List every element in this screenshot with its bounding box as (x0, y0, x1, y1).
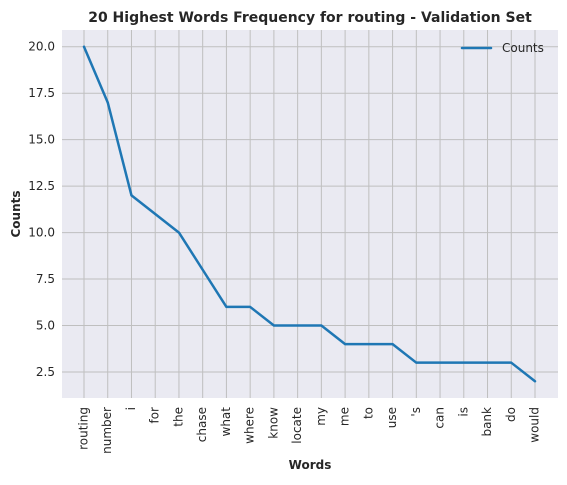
counts-series-line (82, 45, 537, 383)
x-tick-label: where (243, 407, 257, 444)
x-tick-label: me (338, 407, 352, 426)
grid (62, 30, 558, 398)
y-tick-label: 15.0 (28, 133, 55, 147)
y-tick-label: 17.5 (28, 86, 55, 100)
y-tick-label: 7.5 (36, 272, 55, 286)
x-tick-label: know (266, 407, 280, 439)
x-tick-label: number (100, 407, 114, 454)
counts-data-point (320, 324, 323, 327)
x-tick-label: my (314, 407, 328, 426)
y-tick-label: 12.5 (28, 179, 55, 193)
counts-data-point (486, 361, 489, 364)
x-tick-label: the (171, 407, 185, 427)
x-tick-label: chase (195, 407, 209, 442)
plot-area (62, 30, 558, 398)
x-tick-label: i (124, 407, 138, 410)
counts-data-point (249, 306, 251, 308)
x-tick-label: 's (409, 407, 423, 417)
counts-data-point (296, 324, 299, 327)
counts-data-point (344, 343, 346, 345)
chart-title: 20 Highest Words Frequency for routing -… (88, 10, 532, 26)
counts-data-point (154, 213, 157, 215)
x-tick-label: can (433, 407, 447, 429)
counts-data-point (106, 101, 109, 104)
x-tick-label: use (385, 407, 399, 428)
x-tick-label: do (504, 407, 518, 422)
counts-data-point (201, 268, 204, 271)
counts-data-point (83, 45, 85, 48)
y-tick-label: 2.5 (36, 365, 55, 379)
y-tick-label: 5.0 (36, 319, 55, 333)
x-tick-label: would (528, 407, 542, 443)
x-tick-label: for (148, 407, 162, 424)
y-axis-label: Counts (9, 190, 23, 237)
counts-data-point (510, 361, 513, 364)
y-tick-label: 10.0 (28, 226, 55, 240)
counts-data-point (178, 231, 180, 234)
axes: routing number i for the chase what where know lo… (28, 40, 541, 454)
x-tick-label: what (219, 407, 233, 437)
x-tick-label: routing (77, 407, 91, 450)
counts-data-point (391, 343, 394, 345)
counts-data-point (368, 343, 370, 345)
x-tick-label: bank (480, 407, 494, 437)
x-tick-label: to (361, 407, 375, 419)
counts-data-point (462, 361, 465, 364)
y-tick-label: 20.0 (28, 40, 55, 54)
counts-data-point (439, 361, 441, 364)
series-layer (82, 45, 537, 383)
counts-data-point (415, 361, 418, 364)
x-tick-label: is (456, 407, 470, 417)
x-tick-label: locate (290, 407, 304, 444)
counts-data-point (534, 380, 536, 383)
counts-data-point (273, 324, 275, 327)
x-axis-label: Words (289, 458, 332, 472)
counts-data-point (130, 194, 133, 197)
counts-data-point (225, 306, 228, 308)
legend: Counts (460, 41, 544, 55)
legend-counts-label: Counts (502, 41, 544, 55)
